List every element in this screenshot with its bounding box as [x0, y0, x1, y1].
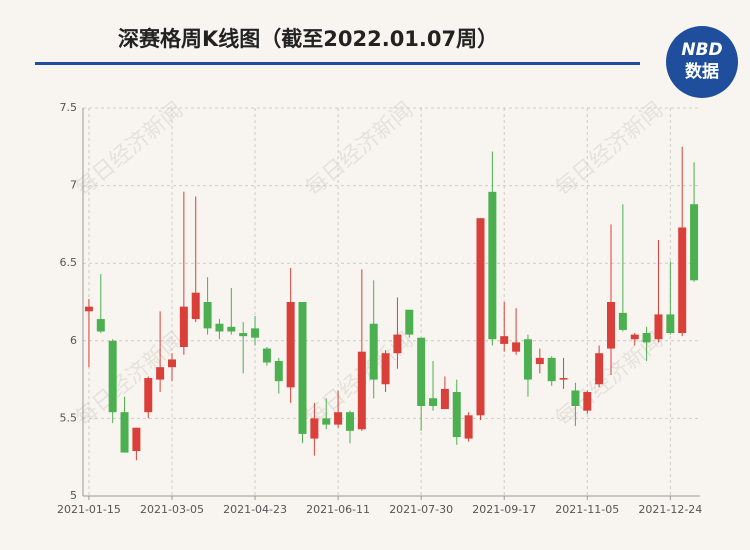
x-tick-label: 2021-12-24 [638, 503, 702, 516]
candle-body [547, 357, 556, 382]
candle-body [405, 309, 414, 335]
candle-body [607, 302, 616, 349]
chart-title: 深赛格周K线图（截至2022.01.07周） [118, 27, 498, 51]
candle-body [393, 334, 402, 354]
y-tick-label: 5 [70, 489, 77, 502]
x-tick-label: 2021-07-30 [389, 503, 453, 516]
candle-body [144, 378, 153, 413]
candle-body [369, 323, 378, 380]
title-rule [35, 62, 640, 65]
candle-body [310, 418, 319, 439]
x-tick-label: 2021-03-05 [140, 503, 204, 516]
candle-body [203, 302, 212, 329]
candle-body [239, 333, 248, 337]
x-tick-label: 2021-04-23 [223, 503, 287, 516]
candle-body [512, 342, 521, 352]
y-tick-label: 6 [70, 334, 77, 347]
candle-body [381, 353, 390, 385]
candle-body [215, 323, 224, 332]
y-tick-label: 7 [70, 179, 77, 192]
candle-body [630, 334, 639, 340]
candle-body [559, 378, 568, 380]
x-tick-label: 2021-06-11 [306, 503, 370, 516]
candle-body [262, 348, 271, 363]
candle-body [523, 339, 532, 380]
candle-body [464, 415, 473, 439]
candle-body [583, 392, 592, 411]
y-tick-label: 7.5 [60, 101, 78, 114]
candle-body [322, 418, 331, 425]
logo [666, 26, 738, 98]
logo-top: NBD [681, 40, 722, 60]
y-tick-label: 6.5 [60, 256, 78, 269]
y-tick-label: 5.5 [60, 411, 78, 424]
candle-body [274, 360, 283, 382]
candle-body [108, 340, 117, 413]
candle-body [500, 336, 509, 344]
candle-body [678, 227, 687, 334]
candle-body [120, 412, 129, 453]
x-tick-label: 2021-09-17 [472, 503, 536, 516]
candle-body [642, 333, 651, 343]
candle-body [690, 204, 699, 281]
candle-body [417, 337, 426, 406]
candle-body [298, 302, 307, 434]
candle-body [227, 326, 236, 332]
candle-body [535, 357, 544, 365]
candle-body [666, 314, 675, 334]
candle-body [167, 359, 176, 368]
candle-body [595, 353, 604, 385]
x-tick-label: 2021-01-15 [57, 503, 121, 516]
candle-body [440, 388, 449, 410]
candle-body [156, 367, 165, 380]
candle-body [618, 312, 627, 330]
candle-body [476, 218, 485, 416]
candle-body [345, 412, 354, 431]
candle-body [96, 319, 105, 332]
candle-body [452, 392, 461, 438]
candle-body [84, 306, 93, 312]
candle-body [251, 328, 260, 338]
candle-body [654, 314, 663, 340]
candle-body [132, 427, 141, 451]
logo-bottom: 数据 [685, 61, 719, 82]
candle-body [286, 302, 295, 388]
candle-body [488, 191, 497, 340]
candle-body [334, 412, 343, 425]
x-tick-label: 2021-11-05 [555, 503, 619, 516]
candle-body [357, 351, 366, 430]
candle-body [429, 398, 438, 406]
candle-body [191, 292, 200, 320]
candle-body [571, 390, 580, 406]
candle-body [179, 306, 188, 348]
